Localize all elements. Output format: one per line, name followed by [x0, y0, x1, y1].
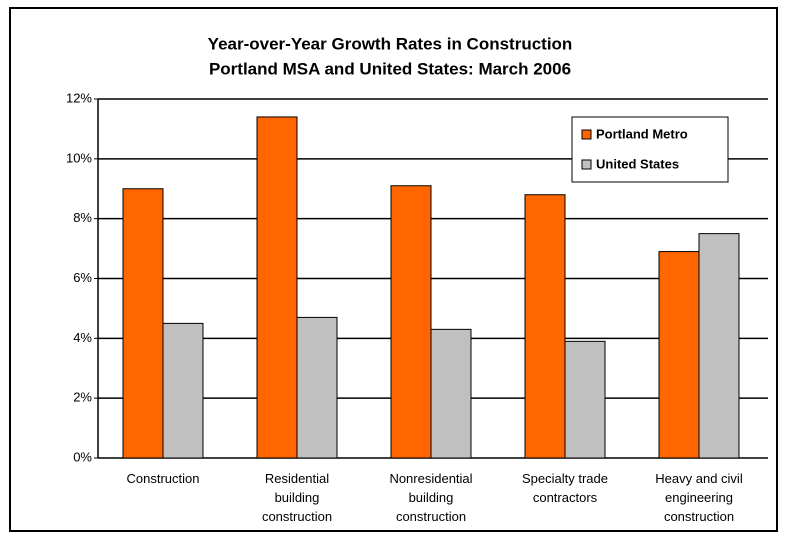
chart-border	[9, 7, 778, 532]
bar	[564, 340, 606, 459]
y-tick-label: 2%	[73, 390, 92, 405]
legend-swatch	[581, 129, 592, 140]
legend-label: United States	[596, 156, 679, 171]
y-tick-label: 12%	[66, 90, 92, 105]
y-tick-label: 8%	[73, 210, 92, 225]
x-tick-label: Residential building construction	[262, 471, 332, 524]
bar	[256, 116, 298, 459]
chart-title: Year-over-Year Growth Rates in Construct…	[208, 34, 573, 53]
x-tick-label: Specialty trade contractors	[522, 471, 608, 505]
bar	[658, 251, 700, 459]
legend-label: Portland Metro	[596, 126, 688, 141]
legend-box	[571, 116, 729, 183]
x-tick-label: Heavy and civil engineering construction	[655, 471, 743, 524]
bar	[122, 188, 164, 459]
x-tick-label: Construction	[127, 471, 200, 486]
legend-swatch	[581, 159, 592, 170]
y-tick-label: 4%	[73, 330, 92, 345]
y-tick-label: 10%	[66, 150, 92, 165]
y-tick-label: 6%	[73, 270, 92, 285]
x-tick-label: Nonresidential building construction	[389, 471, 472, 524]
bar	[390, 185, 432, 459]
chart-subtitle: Portland MSA and United States: March 20…	[209, 59, 571, 78]
bar	[296, 316, 338, 459]
y-tick-label: 0%	[73, 449, 92, 464]
bar	[698, 233, 740, 459]
bar	[162, 322, 204, 459]
bar	[524, 194, 566, 459]
bar	[430, 328, 472, 459]
